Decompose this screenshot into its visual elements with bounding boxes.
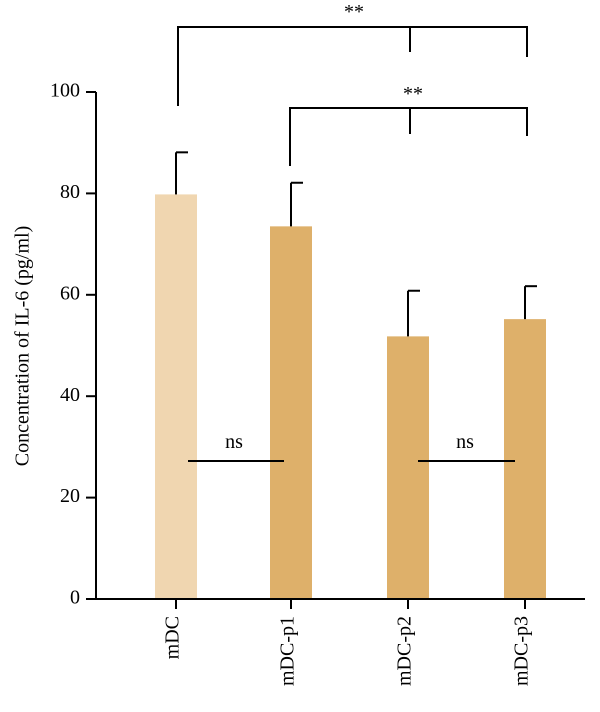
sig-bracket-top xyxy=(177,26,528,106)
x-tick-label-mdc-p3: mDC-p3 xyxy=(511,616,533,686)
y-tick-label-100: 100 xyxy=(50,80,80,102)
bars-group xyxy=(155,194,546,600)
y-axis-label: Concentration of IL-6 (pg/ml) xyxy=(12,226,34,467)
bar-mdc-p1 xyxy=(270,226,312,600)
bar-mdc-p3 xyxy=(504,319,546,599)
sig-label-top: ** xyxy=(344,1,364,23)
x-tick-label-mdc: mDC xyxy=(162,616,184,659)
sig-label-mid: ** xyxy=(403,83,423,105)
ns-label-right: ns xyxy=(456,431,474,453)
x-tick-label-mdc-p1: mDC-p1 xyxy=(277,616,299,686)
y-tick-label-40: 40 xyxy=(60,384,80,406)
y-tick-label-0: 0 xyxy=(70,587,80,609)
bar-mdc-p2 xyxy=(387,336,429,599)
ns-label-left: ns xyxy=(225,431,243,453)
error-bars-group xyxy=(175,151,537,337)
x-ticks-group: mDC mDC-p1 mDC-p2 mDC-p3 xyxy=(162,599,533,686)
x-tick-label-mdc-p2: mDC-p2 xyxy=(394,616,416,686)
y-ticks-group: 0 20 40 60 80 100 xyxy=(50,80,96,609)
y-tick-label-80: 80 xyxy=(60,181,80,203)
y-tick-label-60: 60 xyxy=(60,282,80,304)
sig-bracket-mid xyxy=(289,107,528,166)
y-tick-label-20: 20 xyxy=(60,485,80,507)
bar-mdc xyxy=(155,194,197,599)
